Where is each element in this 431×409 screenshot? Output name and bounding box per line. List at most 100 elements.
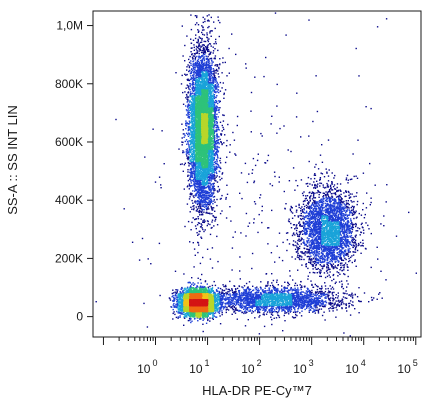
data-point <box>332 300 334 302</box>
data-point <box>379 292 381 294</box>
data-point <box>176 299 179 302</box>
data-point <box>288 283 291 286</box>
data-point <box>305 210 308 212</box>
data-point <box>208 50 210 52</box>
data-point <box>313 245 315 248</box>
data-point <box>281 310 283 312</box>
data-point <box>332 255 334 257</box>
data-point <box>194 61 197 64</box>
data-point <box>221 172 224 174</box>
data-point <box>215 140 218 142</box>
data-point <box>234 298 236 300</box>
data-point <box>246 295 248 297</box>
data-point <box>300 225 302 227</box>
data-point <box>212 318 214 320</box>
data-point <box>267 227 269 229</box>
data-point <box>308 250 310 252</box>
data-point <box>213 159 215 161</box>
data-point <box>337 209 339 211</box>
data-point <box>213 216 216 218</box>
data-point <box>194 23 197 26</box>
data-point <box>212 52 214 54</box>
data-point <box>141 237 144 240</box>
data-point <box>289 275 291 277</box>
data-point <box>347 225 349 228</box>
data-point <box>315 163 317 166</box>
data-point <box>246 292 248 294</box>
data-point <box>308 235 311 237</box>
data-point <box>271 115 273 117</box>
data-point <box>341 262 343 264</box>
data-point <box>211 76 213 78</box>
data-point <box>242 299 244 301</box>
data-point <box>238 296 240 298</box>
data-point <box>259 309 262 311</box>
data-point <box>305 299 307 301</box>
data-point <box>231 306 233 308</box>
data-point <box>330 288 332 290</box>
data-point <box>323 256 326 258</box>
data-point <box>376 246 378 248</box>
data-point <box>260 288 262 290</box>
data-point <box>298 258 301 260</box>
data-point <box>191 221 193 224</box>
data-point <box>196 61 199 64</box>
data-point <box>246 311 248 313</box>
data-point <box>303 205 306 208</box>
data-point <box>200 49 202 52</box>
data-point <box>227 294 230 296</box>
data-point <box>185 124 187 126</box>
data-point <box>219 287 222 290</box>
data-point <box>246 307 249 310</box>
data-point <box>174 305 176 307</box>
data-point <box>184 60 186 62</box>
data-point <box>338 201 340 203</box>
data-point <box>194 225 197 227</box>
data-point <box>192 190 194 192</box>
data-point <box>323 195 325 197</box>
data-point <box>195 48 198 50</box>
data-point <box>300 210 302 212</box>
data-point <box>207 39 209 41</box>
data-point <box>314 186 316 188</box>
data-point <box>209 203 211 205</box>
data-point <box>347 206 349 208</box>
data-point <box>365 207 368 209</box>
data-point <box>194 66 196 68</box>
data-point <box>327 180 330 182</box>
data-point <box>290 287 292 289</box>
data-point <box>216 147 218 149</box>
data-point <box>254 203 257 205</box>
data-point <box>240 295 242 297</box>
data-point <box>314 226 316 228</box>
data-point <box>212 68 215 70</box>
data-point <box>201 44 204 46</box>
data-point <box>183 133 186 135</box>
data-point <box>376 26 379 28</box>
data-point <box>210 189 213 191</box>
data-point <box>285 287 287 289</box>
data-point <box>215 117 217 119</box>
data-point <box>297 216 300 218</box>
data-point <box>194 57 196 60</box>
data-point <box>333 267 335 269</box>
data-point <box>187 79 189 81</box>
data-point <box>349 231 351 233</box>
data-point <box>199 186 201 188</box>
data-point <box>222 284 224 286</box>
data-point <box>186 84 188 86</box>
data-point <box>272 310 275 313</box>
data-point <box>301 192 304 195</box>
data-point <box>305 229 308 232</box>
data-point <box>309 208 311 210</box>
data-point <box>344 262 347 264</box>
data-point <box>226 302 228 305</box>
data-point <box>327 175 330 177</box>
data-point <box>342 231 345 233</box>
data-point <box>182 151 184 154</box>
data-point <box>202 285 204 288</box>
data-point <box>345 179 347 181</box>
data-point <box>216 224 219 226</box>
data-point <box>195 64 197 66</box>
data-point <box>349 178 352 181</box>
